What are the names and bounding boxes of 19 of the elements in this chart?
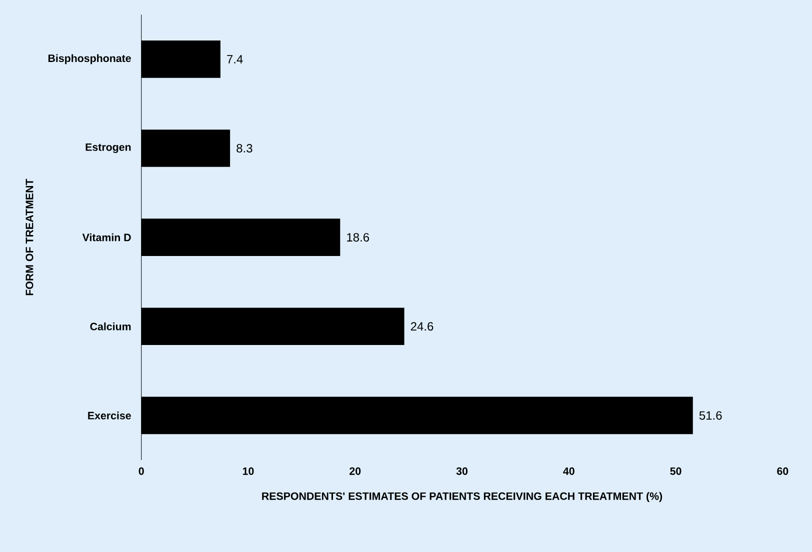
data-label: 51.6 bbox=[699, 411, 722, 420]
y-tick-label: Vitamin D bbox=[82, 233, 131, 242]
x-tick-label: 50 bbox=[670, 467, 682, 475]
x-tick-label: 60 bbox=[777, 467, 788, 475]
data-label: 7.4 bbox=[227, 55, 243, 64]
y-tick-label: Estrogen bbox=[86, 143, 131, 154]
x-tick-label: 10 bbox=[242, 467, 254, 475]
data-label: 18.6 bbox=[347, 233, 370, 242]
y-tick-label: Bisphosphonate bbox=[48, 54, 131, 64]
y-tick-label: Exercise bbox=[88, 412, 131, 420]
y-tick-label: Calcium bbox=[90, 322, 131, 330]
x-tick-label: 20 bbox=[350, 467, 361, 475]
x-tick-label: 30 bbox=[456, 467, 468, 475]
data-label: 24.6 bbox=[410, 322, 434, 331]
x-tick-label: 40 bbox=[563, 467, 574, 475]
x-tick-label: 0 bbox=[138, 467, 144, 475]
y-axis-title: FORM OF TREATMENT bbox=[26, 178, 34, 296]
x-axis-title: RESPONDENTS' ESTIMATES OF PATIENTS RECEIVING EACH TREATMENT (%) bbox=[262, 492, 662, 502]
data-label: 8.3 bbox=[236, 144, 252, 153]
